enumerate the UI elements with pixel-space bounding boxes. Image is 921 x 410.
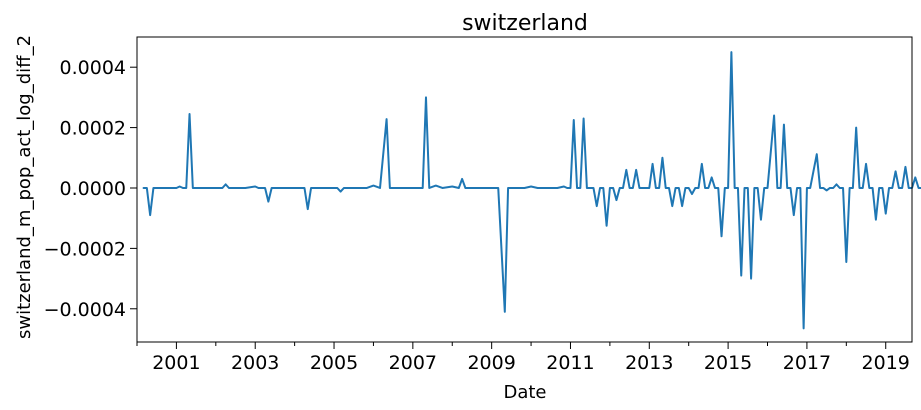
x-tick-label: 2015 — [704, 352, 752, 374]
x-tick-label: 2017 — [783, 352, 831, 374]
y-tick-label: 0.0002 — [60, 118, 126, 140]
chart-title: switzerland — [462, 11, 588, 36]
y-tick-label: −0.0002 — [44, 238, 126, 260]
y-axis-label: switzerland_m_pop_act_log_diff_2 — [14, 35, 35, 339]
x-tick-label: 2001 — [152, 352, 200, 374]
y-tick-label: 0.0004 — [60, 57, 126, 79]
axis-ticks: −0.0004 −0.0002 0.0000 0.0002 0.0004 2001 2003… — [44, 57, 910, 374]
y-tick-label: −0.0004 — [44, 299, 126, 321]
series-line — [142, 51, 921, 330]
x-tick-label: 2013 — [625, 352, 673, 374]
x-tick-label: 2019 — [862, 352, 910, 374]
x-tick-label: 2009 — [467, 352, 515, 374]
y-tick-label: 0.0000 — [60, 178, 126, 200]
x-tick-label: 2011 — [546, 352, 594, 374]
series-layer — [142, 51, 921, 330]
plot-frame — [136, 36, 913, 343]
x-tick-label: 2007 — [389, 352, 437, 374]
x-axis-label: Date — [503, 382, 546, 403]
x-tick-label: 2003 — [231, 352, 279, 374]
x-tick-label: 2005 — [310, 352, 358, 374]
